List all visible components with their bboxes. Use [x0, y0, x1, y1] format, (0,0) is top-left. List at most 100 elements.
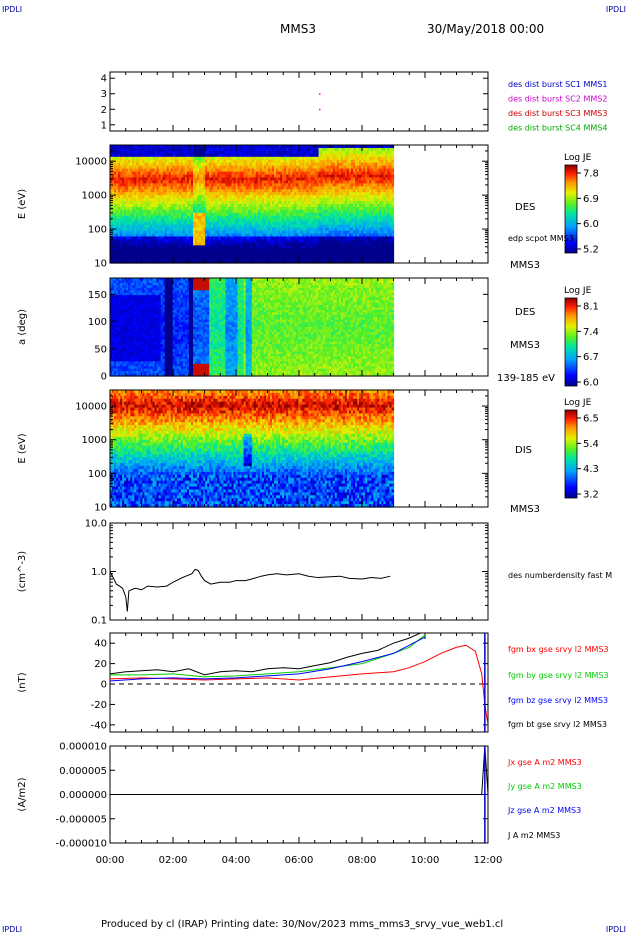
dis-energy-ylabel: E (eV): [17, 433, 28, 463]
bfield-ytick-label: 20: [94, 659, 107, 670]
des-energy-label2: MMS3: [510, 260, 540, 271]
density-ytick-label: 10.0: [85, 519, 107, 530]
colorbar-tick-label: 6.9: [583, 194, 599, 205]
bfield-ytick-label: -40: [91, 720, 107, 731]
datetime-title: 30/May/2018 00:00: [427, 22, 545, 36]
scpot-label: edp scpot MMS3: [508, 234, 574, 243]
bfield-series-label: fgm bx gse srvy l2 MMS3: [508, 645, 609, 654]
colorbar-tick-label: 6.0: [583, 219, 599, 230]
density-series-label: des numberdensity fast M: [508, 571, 612, 580]
des-energy-heatmap: [110, 145, 395, 264]
current-ytick-label: 0.000005: [59, 766, 107, 777]
colorbar-tick-label: 5.4: [583, 439, 599, 450]
dis-energy-ytick-label: 10000: [75, 402, 107, 413]
density-ytick-label: 0.1: [91, 616, 107, 627]
corner-label-top-left: IPDLI: [2, 5, 23, 14]
burst-ytick-label: 1: [101, 120, 107, 131]
des-energy-label: DES: [515, 202, 535, 213]
corner-label-bottom-left: IPDLI: [2, 925, 23, 934]
colorbar-tick-label: 7.4: [583, 327, 599, 338]
footer-produced: Produced by cl (IRAP) Printing date: 30/…: [101, 919, 504, 930]
current-ytick-label: -0.000010: [56, 839, 107, 850]
current-ytick-label: 0.000010: [59, 742, 107, 753]
current-ylabel: (A/m2): [17, 777, 28, 811]
colorbar-tick-label: 5.2: [583, 245, 599, 256]
colorbar-title: Log JE: [564, 153, 592, 163]
burst-legend-entry: des dist burst SC3 MMS3: [508, 109, 607, 118]
current-series-label: Jz gse A m2 MMS3: [507, 806, 581, 815]
bfield-line-2: [110, 636, 426, 682]
spacecraft-title: MMS3: [280, 22, 316, 36]
burst-ytick-label: 2: [101, 105, 107, 116]
burst-legend-entry: des dist burst SC2 MMS2: [508, 95, 607, 104]
density-line: [109, 568, 391, 612]
bfield-ytick-label: 0: [101, 680, 107, 691]
bfield-ytick-label: -20: [91, 700, 107, 711]
dis-energy-ytick-label: 10: [94, 503, 107, 514]
current-series-label: J A m2 MMS3: [507, 831, 560, 840]
density-ytick-label: 1.0: [91, 567, 107, 578]
time-axis-label: 02:00: [159, 855, 188, 866]
dis-energy-label2: MMS3: [510, 504, 540, 515]
bfield-series-label: fgm bt gse srvy l2 MMS3: [508, 720, 607, 729]
current-series-label: Jy gse A m2 MMS3: [507, 782, 582, 791]
colorbar-tick-label: 6.5: [583, 414, 599, 425]
colorbar-title: Log JE: [564, 398, 592, 408]
bfield-ylabel: (nT): [17, 672, 28, 692]
colorbar-3: [564, 409, 578, 499]
time-axis-label: 00:00: [96, 855, 125, 866]
current-series-label: Jx gse A m2 MMS3: [507, 758, 582, 767]
time-axis-label: 08:00: [348, 855, 377, 866]
dis-energy-label: DIS: [515, 445, 532, 456]
burst-marker: [318, 93, 321, 95]
time-axis-label: 10:00: [411, 855, 440, 866]
des-pitch-ylabel: a (deg): [17, 309, 28, 345]
dis-energy-ytick-label: 1000: [82, 435, 107, 446]
bfield-ytick-label: 40: [94, 639, 107, 650]
time-axis-label: 04:00: [222, 855, 251, 866]
colorbar-title: Log JE: [564, 286, 592, 296]
des-energy-ytick-label: 10: [94, 259, 107, 270]
colorbar-tick-label: 3.2: [583, 490, 599, 501]
burst-panel-frame: [109, 71, 489, 132]
des-pitch-label: DES: [515, 307, 535, 318]
burst-legend-entry: des dist burst SC1 MMS1: [508, 80, 607, 89]
colorbar-tick-label: 7.8: [583, 169, 599, 180]
bfield-series-group: [110, 633, 488, 725]
des-pitch-energy-band: 139-185 eV: [497, 373, 555, 384]
des-energy-ylabel: E (eV): [17, 189, 28, 219]
bfield-series-label: fgm bz gse srvy l2 MMS3: [508, 696, 608, 705]
time-axis-label: 12:00: [474, 855, 503, 866]
corner-label-top-right: IPDLI: [605, 5, 626, 14]
current-ytick-label: -0.000005: [56, 814, 107, 825]
bfield-frame: [109, 632, 489, 733]
bfield-line-1: [110, 634, 426, 678]
burst-marker: [318, 108, 321, 111]
corner-label-bottom-right: IPDLI: [605, 925, 626, 934]
des-pitch-heatmap: [110, 278, 395, 377]
density-ylabel: (cm^-3): [17, 551, 28, 592]
burst-ytick-label: 3: [101, 89, 107, 100]
colorbar-tick-label: 6.7: [583, 352, 599, 363]
burst-legend-entry: des dist burst SC4 MMS4: [508, 124, 607, 133]
current-line-3: [110, 745, 489, 795]
des-pitch-ytick-label: 0: [101, 372, 107, 383]
des-pitch-label2: MMS3: [510, 340, 540, 351]
current-ytick-label: 0.000000: [59, 790, 107, 801]
colorbar-1: [564, 164, 578, 254]
colorbar-tick-label: 6.0: [583, 378, 599, 389]
des-pitch-ytick-label: 150: [88, 290, 107, 301]
density-frame: [109, 522, 489, 621]
colorbar-2: [564, 297, 578, 387]
des-energy-ytick-label: 10000: [75, 157, 107, 168]
dis-energy-heatmap: [110, 390, 395, 508]
burst-ytick-label: 4: [101, 74, 107, 85]
dis-energy-ytick-label: 100: [88, 469, 107, 480]
bfield-line-3: [110, 633, 422, 676]
bfield-line-0: [110, 644, 488, 725]
colorbar-tick-label: 8.1: [583, 302, 599, 313]
des-energy-ytick-label: 1000: [82, 191, 107, 202]
des-pitch-ytick-label: 100: [88, 317, 107, 328]
des-energy-ytick-label: 100: [88, 225, 107, 236]
